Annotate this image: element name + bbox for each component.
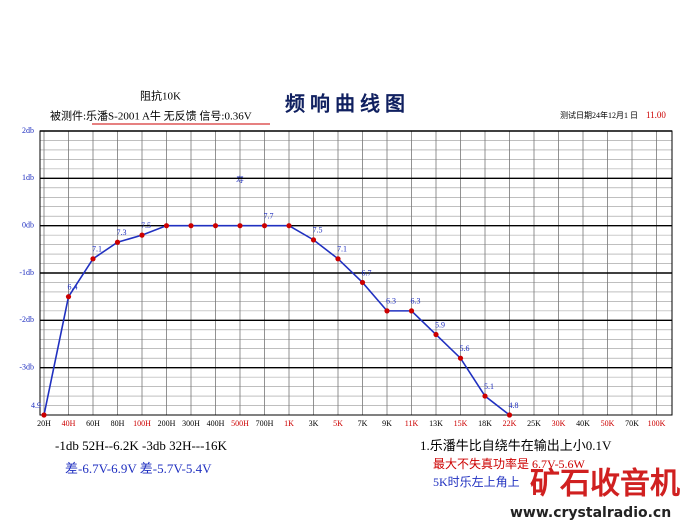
- y-tick-label: 1db: [22, 173, 34, 182]
- voltage-label: 7.1: [337, 245, 347, 254]
- x-tick-label: 20H: [37, 419, 51, 428]
- x-tick-label: 11K: [405, 419, 419, 428]
- watermark: www.crystalradio.cn: [510, 505, 671, 521]
- voltage-label: 7.1: [92, 245, 102, 254]
- x-tick-label: 5K: [333, 419, 343, 428]
- x-tick-label: 40H: [62, 419, 76, 428]
- data-point: [261, 223, 268, 229]
- voltage-label: 7.7: [264, 211, 274, 220]
- voltage-label: 6.3: [411, 297, 421, 306]
- y-tick-label: -1db: [19, 268, 34, 277]
- remark: 5K时乐左上角上: [433, 474, 520, 489]
- y-tick-label: -2db: [19, 315, 34, 324]
- data-point: [335, 256, 341, 262]
- x-tick-label: 22K: [503, 419, 517, 428]
- series-line: [43, 224, 510, 416]
- data-point: [237, 223, 243, 229]
- data-point: [457, 355, 464, 361]
- x-tick-label: 1K: [284, 419, 294, 428]
- x-tick-label: 30K: [552, 419, 566, 428]
- x-tick-label: 18K: [478, 419, 492, 428]
- date: 测试日期24年12月1 日: [560, 110, 638, 120]
- data-point: [41, 412, 47, 418]
- x-tick-label: 13K: [429, 419, 443, 428]
- x-tick-label: 400H: [207, 419, 225, 428]
- x-tick-label: 80H: [111, 419, 125, 428]
- x-tick-label: 9K: [382, 419, 392, 428]
- impedance: 阻抗10K: [140, 89, 181, 103]
- x-tick-label: 700H: [256, 419, 274, 428]
- note: -1db 52H--6.2K -3db 32H---16K: [55, 438, 227, 453]
- voltage-label: 6.4: [68, 282, 78, 291]
- data-point: [65, 294, 72, 300]
- x-tick-label: 100K: [648, 419, 666, 428]
- data-point: [286, 223, 292, 229]
- note: 差-6.7V-6.9V 差-5.7V-5.4V: [65, 461, 212, 476]
- x-tick-label: 15K: [454, 419, 468, 428]
- chart-title: 频 响 曲 线 图: [285, 92, 405, 116]
- x-tick-label: 70K: [625, 419, 639, 428]
- data-point: [359, 279, 366, 286]
- y-tick-label: 2db: [22, 126, 34, 135]
- data-point: [212, 223, 219, 229]
- data-point: [433, 331, 439, 338]
- voltage-label: 7.5: [313, 226, 323, 235]
- x-tick-label: 60H: [86, 419, 100, 428]
- remark: 最大不失真功率是 6.7V-5.6W: [433, 456, 586, 471]
- data-point: [384, 308, 390, 314]
- subtitle: 被测件:乐潘S-2001 A牛 无反馈 信号:0.36V: [50, 109, 252, 123]
- data-point: [114, 239, 121, 245]
- voltage-label: 4.9: [31, 401, 41, 410]
- x-tick-label: 500H: [231, 419, 249, 428]
- y-tick-label: 0db: [22, 220, 34, 229]
- x-tick-label: 100H: [133, 419, 151, 428]
- time: 11.00: [646, 110, 666, 120]
- voltage-label: 7.5: [141, 221, 151, 230]
- data-point: [482, 393, 488, 399]
- data-point: [506, 412, 513, 418]
- x-tick-label: 300H: [182, 419, 200, 428]
- x-tick-label: 200H: [158, 419, 176, 428]
- voltage-label: 5.9: [435, 320, 445, 329]
- voltage-label: 6.3: [386, 297, 396, 306]
- voltage-label: 7.3: [117, 228, 127, 237]
- remark: 1.乐潘牛比自绕牛在输出上小0.1V: [420, 438, 612, 453]
- x-tick-label: 40K: [576, 419, 590, 428]
- data-point: [188, 223, 194, 229]
- data-point: [90, 256, 96, 262]
- data-point: [139, 232, 145, 238]
- data-point: [408, 308, 415, 314]
- data-point: [163, 223, 170, 229]
- x-tick-label: 25K: [527, 419, 541, 428]
- voltage-label: 6.7: [362, 268, 372, 277]
- voltage-label: 5.1: [484, 382, 494, 391]
- voltage-label: 4.8: [509, 401, 519, 410]
- x-tick-label: 50K: [601, 419, 615, 428]
- data-point: [310, 237, 317, 243]
- voltage-label: 5.6: [460, 344, 470, 353]
- y-tick-label: -3db: [19, 362, 34, 371]
- x-tick-label: 3K: [309, 419, 319, 428]
- x-tick-label: 7K: [358, 419, 368, 428]
- watermark: 矿石收音机: [530, 467, 680, 502]
